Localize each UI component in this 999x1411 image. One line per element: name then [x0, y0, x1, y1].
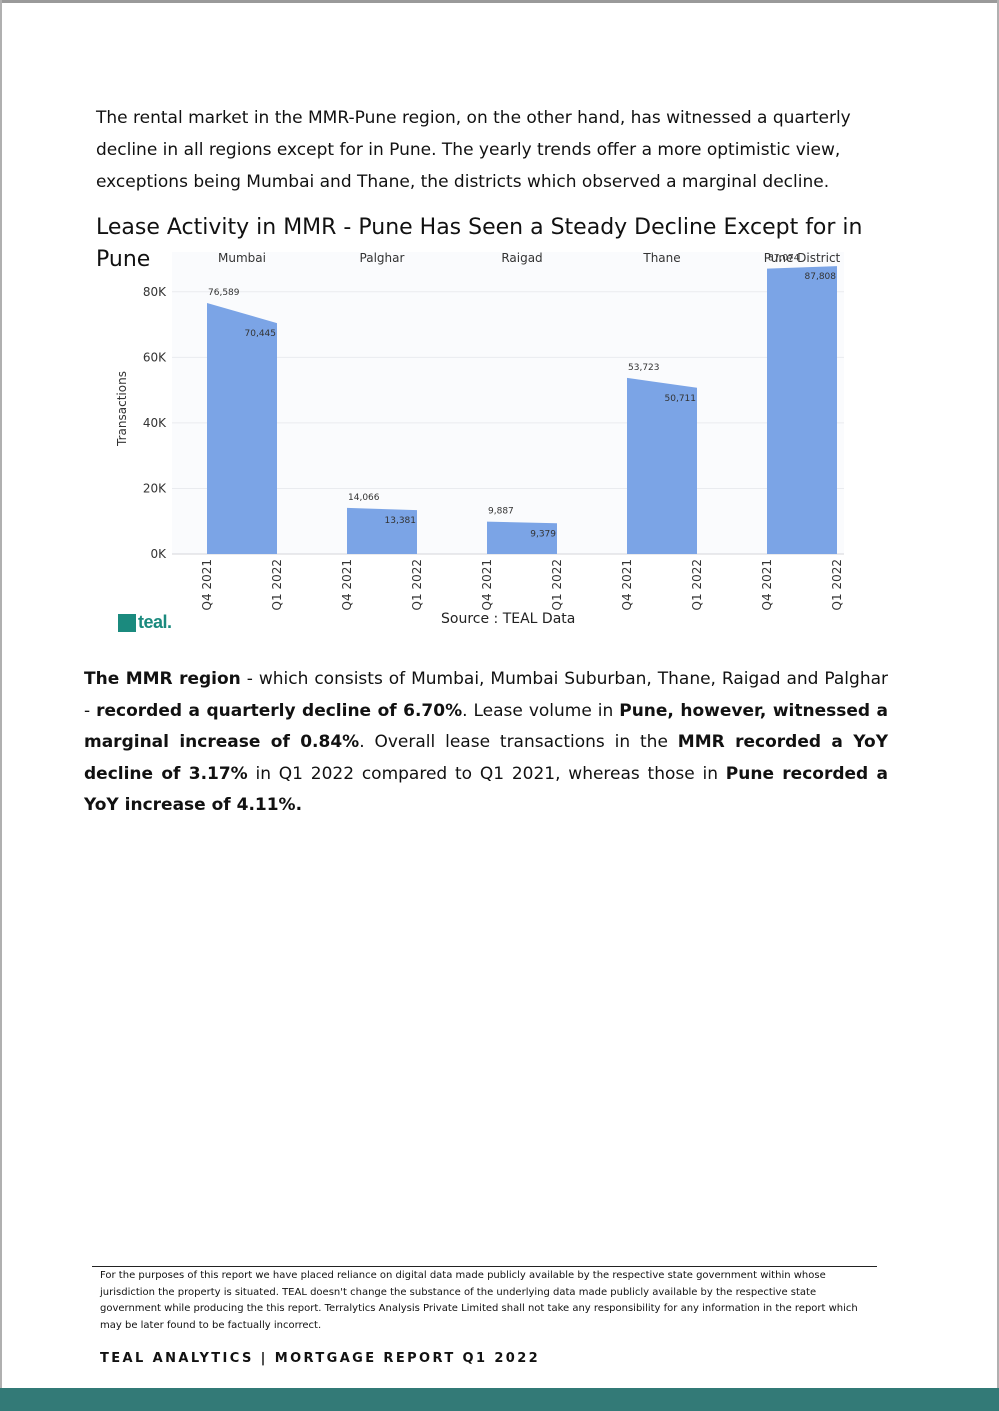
panel-header: Mumbai [218, 251, 266, 265]
data-label: 87,808 [805, 272, 837, 282]
y-tick-label: 80K [143, 285, 167, 299]
x-tick-label: Q1 2022 [270, 559, 284, 610]
y-tick-label: 60K [143, 350, 167, 364]
area-pune-district [767, 266, 837, 554]
teal-logo-text: teal. [138, 612, 172, 632]
body-paragraph: The MMR region - which consists of Mumba… [84, 664, 888, 822]
footer-label: TEAL ANALYTICS | MORTGAGE REPORT Q1 2022 [100, 1351, 541, 1366]
intro-paragraph: The rental market in the MMR-Pune region… [96, 108, 851, 192]
x-tick-label: Q4 2021 [760, 559, 774, 610]
teal-logo: teal. [118, 612, 172, 633]
y-tick-label: 40K [143, 416, 167, 430]
x-tick-label: Q4 2021 [620, 559, 634, 610]
data-label: 87,074 [768, 254, 800, 264]
data-label: 50,711 [665, 394, 697, 404]
x-tick-label: Q4 2021 [480, 559, 494, 610]
footnote-divider [92, 1266, 877, 1267]
plot-background [172, 252, 844, 554]
area-thane [627, 377, 697, 554]
x-tick-label: Q4 2021 [200, 559, 214, 610]
x-tick-label: Q1 2022 [550, 559, 564, 610]
data-label: 14,066 [348, 493, 380, 503]
body-bold-4: MMR recorded a YoY decline of 3.17% [84, 732, 889, 784]
body-text-3: . Overall lease transactions in the [359, 732, 678, 752]
panel-header: Thane [642, 251, 680, 265]
page-border-top [0, 0, 999, 3]
data-label: 13,381 [385, 516, 417, 526]
y-axis-label: Transactions [115, 371, 129, 447]
data-label: 70,445 [245, 329, 277, 339]
body-text-2: . Lease volume in [462, 700, 620, 721]
footer-bar [0, 1388, 999, 1411]
chart-source: Source : TEAL Data [441, 611, 576, 627]
x-tick-label: Q1 2022 [410, 559, 424, 610]
page-border-left [0, 0, 2, 1411]
x-tick-label: Q1 2022 [830, 559, 844, 610]
footnote: For the purposes of this report we have … [100, 1270, 858, 1331]
data-label: 9,887 [488, 507, 514, 517]
body-bold-2: recorded a quarterly decline of 6.70% [96, 700, 463, 721]
panel-header: Raigad [501, 251, 542, 265]
x-tick-label: Q1 2022 [690, 559, 704, 610]
lease-activity-chart: 0K 20K 40K 60K 80K Transactions Mumbai 76,589 70… [115, 251, 844, 610]
y-tick-label: 0K [150, 547, 167, 561]
body-bold-3: Pune, however, witnessed a marginal incr… [84, 700, 889, 753]
area-palghar [347, 507, 417, 554]
y-tick-label: 20K [143, 481, 167, 495]
area-mumbai [207, 302, 277, 554]
panel-header: Palghar [360, 251, 405, 265]
chart-title: Lease Activity in MMR - Pune Has Seen a … [96, 215, 863, 272]
body-bold-5: Pune recorded a YoY increase of 4.11%. [84, 763, 888, 816]
panel-header: Pune District [764, 251, 841, 265]
page-border-right [997, 0, 999, 1411]
x-tick-label: Q4 2021 [340, 559, 354, 610]
area-raigad [487, 521, 557, 554]
body-text-4: in Q1 2022 compared to Q1 2021, whereas … [247, 763, 726, 784]
data-label: 76,589 [208, 288, 240, 298]
teal-logo-mark-icon [118, 613, 136, 632]
body-text-1: - which consists of Mumbai, Mumbai Subur… [84, 669, 888, 721]
body-bold-1: The MMR region [84, 669, 241, 689]
data-label: 53,723 [628, 363, 660, 373]
data-label: 9,379 [530, 529, 556, 539]
